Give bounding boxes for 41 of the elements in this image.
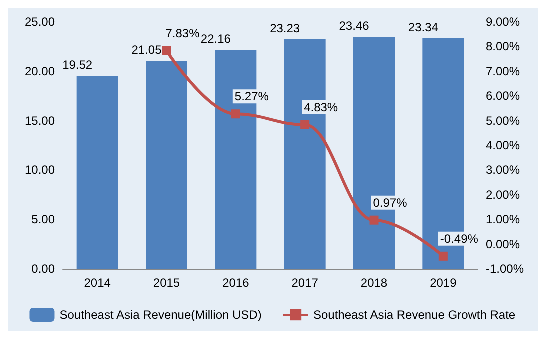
point [231,110,240,119]
y-tick-label: 15.00 [24,114,56,128]
y2-tick-label: 3.00% [486,163,520,178]
point [370,216,379,225]
legend-label: Southeast Asia Revenue Growth Rate [313,308,516,322]
point [162,46,172,56]
y-tick-label: 20.00 [24,64,56,78]
y2-tick-label: 0.00% [486,237,520,252]
x-tick-label: 2014 [84,276,112,290]
data-label: 5.27% [234,90,270,104]
data-label: 23.34 [408,20,439,34]
x-tick-label: 2015 [153,276,180,290]
y2-tick-label: 2.00% [486,188,520,202]
data-label: 7.83% [166,26,200,40]
y2-tick-label: 5.00% [486,114,520,128]
data-label: 4.83% [304,100,338,114]
legend-label: Southeast Asia Revenue(Million USD) [60,308,262,322]
y2-tick-label: 1.00% [486,212,520,227]
y2-tick-label: -1.00% [486,262,524,276]
y-tick-label: 0.00 [32,262,56,276]
point [438,252,448,261]
y-tick-label: 25.00 [24,15,56,29]
data-label: 0.97% [373,196,408,210]
data-label: 23.23 [270,21,300,36]
x-tick-label: 2017 [292,276,319,290]
x-tick-label: 2016 [222,276,250,290]
y-tick-label: 10.00 [24,163,56,178]
y2-tick-label: 9.00% [486,15,520,29]
data-label: 23.46 [339,19,370,34]
x-tick-label: 2019 [430,276,458,290]
y2-tick-label: 8.00% [486,40,520,54]
y2-tick-label: 7.00% [486,64,520,78]
data-label: 22.16 [200,32,232,46]
data-label: -0.49% [440,232,479,246]
y-tick-label: 5.00 [32,212,56,227]
x-tick-label: 2018 [360,276,388,290]
data-label: 19.52 [62,58,93,72]
y2-tick-label: 4.00% [486,138,520,152]
y2-tick-label: 6.00% [486,89,520,104]
point [300,120,310,130]
data-label: 21.05 [132,43,162,58]
